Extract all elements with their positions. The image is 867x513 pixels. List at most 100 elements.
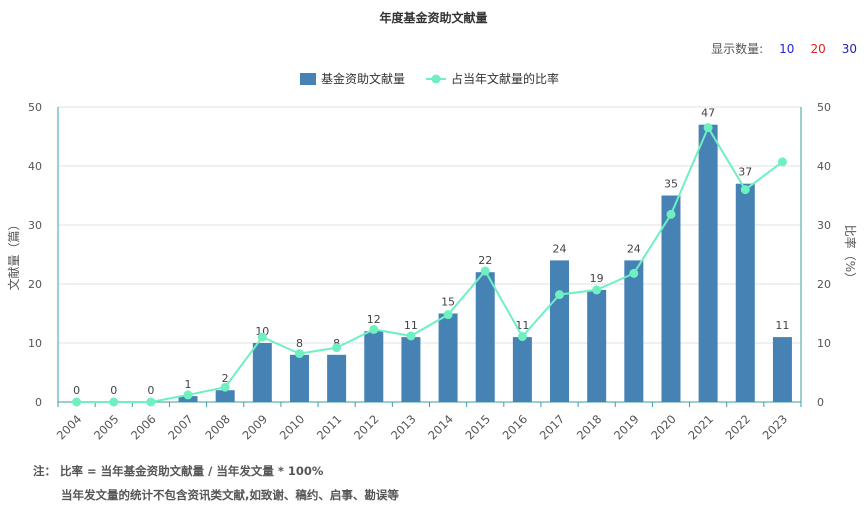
bar [438,313,458,402]
y2-tick-label: 50 [817,101,831,114]
ratio-point [777,157,787,167]
y-tick-label: 0 [35,396,42,409]
y2-tick-label: 40 [817,160,831,173]
ratio-point [369,324,379,334]
x-tick-label: 2023 [760,412,791,443]
y-tick-label: 40 [28,160,42,173]
bar [735,183,755,402]
legend-bar-swatch [300,73,316,85]
bar [215,390,235,402]
bar-value-label: 12 [367,313,381,326]
y2-tick-label: 0 [817,396,824,409]
ratio-point [257,332,267,342]
ratio-point [406,331,416,341]
x-tick-label: 2021 [685,412,716,443]
bar [624,260,644,402]
bar-value-label: 19 [590,272,604,285]
legend-line-label: 占当年文献量的比率 [451,71,559,86]
legend-bar-label: 基金资助文献量 [321,71,405,86]
ratio-point [332,343,342,353]
ratio-point [592,285,602,295]
bar-value-label: 47 [701,107,715,120]
bar [550,260,570,402]
bar [401,337,421,402]
bar-value-label: 24 [553,242,567,255]
bar-value-label: 35 [664,178,678,191]
ratio-point [629,268,639,278]
x-tick-label: 2011 [314,412,345,443]
x-tick-label: 2004 [54,412,85,443]
y2-axis-title: 比率（%） [843,225,858,284]
bar [698,124,718,402]
bar [327,354,347,402]
x-tick-label: 2006 [128,412,159,443]
y-tick-label: 50 [28,101,42,114]
x-tick-label: 2007 [165,412,196,443]
x-tick-label: 2017 [537,412,568,443]
ratio-point [109,397,119,407]
ratio-point [183,390,193,400]
display-count-label: 显示数量: [711,42,764,56]
y2-tick-label: 20 [817,278,831,291]
bar-value-label: 2 [222,372,229,385]
bar-value-label: 0 [73,384,80,397]
x-tick-label: 2022 [722,412,753,443]
bar [512,337,532,402]
bar [661,195,681,402]
y-tick-label: 30 [28,219,42,232]
x-tick-label: 2014 [425,412,456,443]
y2-tick-label: 10 [817,337,831,350]
ratio-point [740,185,750,195]
ratio-point [666,209,676,219]
bar-value-label: 22 [478,254,492,267]
x-tick-label: 2015 [462,412,493,443]
bar [475,272,495,402]
x-tick-label: 2012 [351,412,382,443]
bar-value-label: 24 [627,242,641,255]
ratio-point [146,397,156,407]
bar-value-label: 11 [775,319,789,332]
y2-tick-label: 30 [817,219,831,232]
bar [289,354,309,402]
ratio-line [76,125,784,403]
ratio-point [480,266,490,276]
display-count-selector: 显示数量: 10 20 30 [711,40,857,57]
y-tick-label: 20 [28,278,42,291]
x-tick-label: 2020 [648,412,679,443]
y-tick-label: 10 [28,337,42,350]
x-tick-label: 2013 [388,412,419,443]
bar-value-label: 0 [110,384,117,397]
bar [587,289,607,402]
bar-value-label: 11 [404,319,418,332]
bar [252,343,272,402]
legend-line-marker [431,74,441,84]
display-count-option-10[interactable]: 10 [779,41,795,56]
x-tick-label: 2018 [574,412,605,443]
ratio-point [555,290,565,300]
x-tick-label: 2016 [500,412,531,443]
ratio-point [443,310,453,320]
ratio-point [294,349,304,359]
display-count-option-30[interactable]: 30 [841,41,857,56]
note-formula: 注： 比率 = 当年基金资助文献量 / 当年发文量 * 100% [33,464,324,478]
ratio-point [703,123,713,133]
ratio-point [72,397,82,407]
note-exclusion: 当年发文量的统计不包含资讯类文献,如致谢、稿约、启事、勘误等 [61,488,399,502]
x-tick-label: 2019 [611,412,642,443]
x-tick-label: 2005 [91,412,122,443]
bar-value-label: 15 [441,296,455,309]
ratio-point [220,382,230,392]
y-axis-title: 文献量（篇） [6,218,21,290]
bar-value-label: 37 [738,166,752,179]
x-tick-label: 2008 [202,412,233,443]
bar [364,331,384,402]
ratio-point [517,332,527,342]
x-tick-label: 2010 [277,412,308,443]
chart-title: 年度基金资助文献量 [379,11,488,25]
bar [772,337,792,402]
bar-value-label: 0 [147,384,154,397]
bar-value-label: 1 [185,378,192,391]
display-count-option-20[interactable]: 20 [810,41,826,56]
x-tick-label: 2009 [240,412,271,443]
